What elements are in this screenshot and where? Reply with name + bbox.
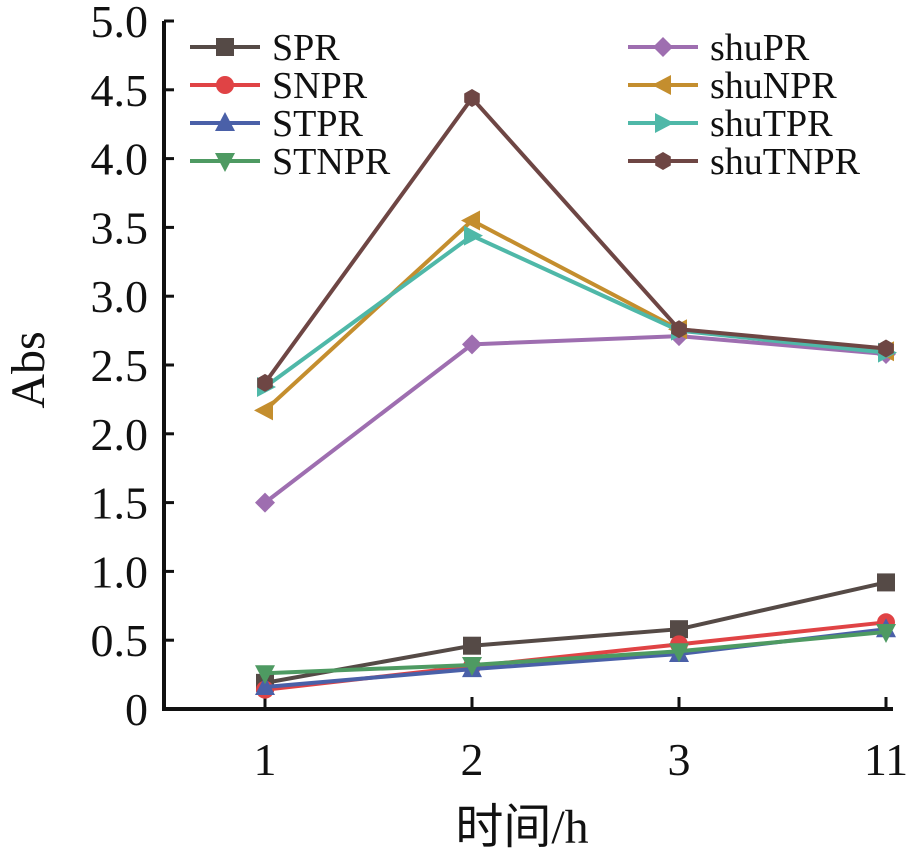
series-shuTPR — [257, 225, 897, 398]
data-point — [462, 656, 482, 676]
y-tick-label: 4.5 — [91, 65, 149, 116]
data-point — [464, 89, 480, 108]
data-point — [877, 573, 895, 592]
legend-marker — [215, 153, 235, 172]
series-line — [263, 233, 887, 389]
legend-item: shuTNPR — [628, 141, 861, 183]
series-line — [263, 218, 887, 412]
y-tick-label: 0.5 — [91, 615, 149, 666]
data-point — [876, 623, 896, 643]
legend-item: STNPR — [190, 141, 391, 183]
y-tick-label: 5.0 — [91, 0, 149, 47]
legend-item: shuNPR — [628, 65, 837, 107]
legend-item: SPR — [190, 27, 340, 69]
series-shuTNPR — [257, 89, 894, 392]
legend-label: SNPR — [272, 65, 368, 107]
ticks: 0 0.5 1.0 1.5 2.0 2.5 3.0 3.5 4.0 4.5 5.0 1 2 3 11 — [91, 0, 909, 785]
data-point — [255, 492, 275, 513]
legend-label: shuTPR — [710, 103, 833, 145]
legend-label: SPR — [272, 27, 340, 69]
data-point — [254, 400, 273, 421]
y-tick-label: 2.5 — [91, 340, 149, 391]
series-SPR — [256, 573, 895, 692]
data-point — [669, 643, 689, 663]
legend-item: SNPR — [190, 65, 368, 107]
legend-marker — [215, 112, 235, 131]
series-line — [264, 580, 887, 685]
legend-label: STPR — [272, 103, 363, 145]
legend-marker — [655, 113, 674, 133]
y-tick-label: 1.0 — [91, 546, 149, 597]
series-STNPR — [255, 623, 896, 685]
series-SNPR — [256, 613, 895, 699]
x-tick-label: 2 — [461, 734, 484, 785]
y-tick-label: 2.0 — [91, 409, 149, 460]
y-tick-label: 1.5 — [91, 478, 149, 529]
y-tick-label: 0 — [125, 684, 148, 735]
legend-item: shuTPR — [628, 103, 833, 145]
series-shuPR — [255, 326, 896, 513]
series-line — [263, 334, 887, 505]
legend-item: shuPR — [628, 27, 810, 69]
series-line — [263, 96, 887, 385]
data-point — [461, 210, 480, 231]
y-tick-label: 3.0 — [91, 271, 149, 322]
legend-marker — [652, 75, 671, 95]
data-point — [255, 675, 275, 695]
legend-marker — [653, 37, 673, 57]
x-axis-title: 时间/h — [455, 801, 588, 852]
data-point — [670, 620, 688, 639]
series-shuNPR — [254, 210, 894, 421]
legend-label: STNPR — [272, 141, 391, 183]
data-point — [671, 320, 687, 339]
data-point — [463, 636, 481, 655]
legend-marker — [216, 76, 234, 94]
legend-label: shuPR — [710, 27, 810, 69]
y-tick-label: 4.0 — [91, 134, 149, 185]
data-point — [257, 373, 273, 392]
data-point — [255, 665, 275, 685]
y-axis-title: Abs — [2, 331, 55, 408]
data-point — [462, 334, 482, 355]
legend-item: STPR — [190, 103, 363, 145]
series-line — [264, 629, 887, 676]
y-tick-label: 3.5 — [91, 202, 149, 253]
x-tick-label: 11 — [864, 734, 908, 785]
legend-label: shuNPR — [710, 65, 837, 107]
legend-marker — [655, 152, 671, 170]
data-point — [464, 225, 483, 246]
data-point — [878, 339, 894, 358]
x-tick-label: 1 — [254, 734, 277, 785]
legend-marker — [216, 38, 234, 56]
series-layer — [254, 89, 897, 699]
x-tick-label: 3 — [668, 734, 691, 785]
legend-label: shuTNPR — [710, 141, 861, 183]
